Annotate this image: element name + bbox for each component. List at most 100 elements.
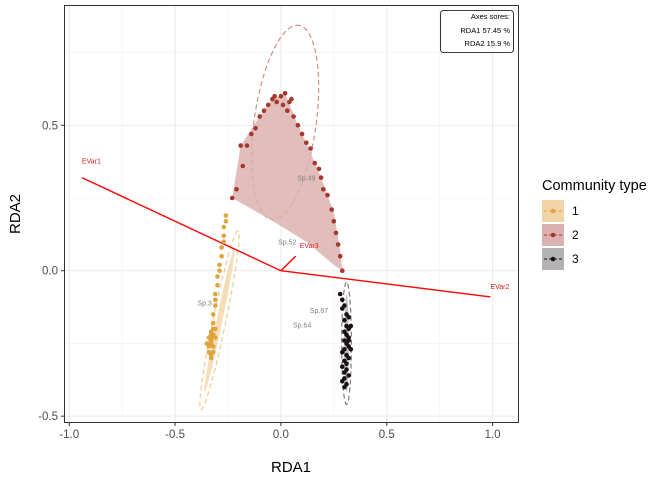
point-group-2: [329, 207, 335, 212]
point-group-3: [340, 306, 345, 311]
point-group-3: [340, 379, 345, 384]
env-vector-evar2: [280, 270, 491, 298]
points: [204, 91, 354, 390]
point-group-2: [304, 140, 309, 145]
legend-keys: 1 2 3: [542, 200, 579, 270]
x-axis-title: RDA1: [271, 459, 311, 476]
point-group-3: [348, 347, 354, 352]
legend-key-point: [550, 208, 556, 214]
point-group-2: [238, 143, 243, 148]
y-tick-label: 0.0: [42, 266, 58, 278]
annotation-box: [440, 10, 514, 53]
point-group-2: [295, 123, 301, 128]
point-group-2: [282, 91, 288, 96]
legend: Community type 1 2 3: [542, 178, 647, 270]
point-group-3: [342, 384, 347, 390]
point-group-1: [219, 253, 224, 259]
env-vector-evar3: [280, 255, 297, 272]
legend-title: Community type: [542, 178, 647, 194]
point-group-2: [265, 102, 271, 108]
point-group-1: [208, 329, 214, 335]
annotation-line-3: RDA2 15.9 %: [465, 39, 511, 48]
point-group-2: [331, 219, 337, 224]
point-group-1: [206, 335, 212, 340]
point-group-1: [223, 213, 229, 218]
point-group-2: [289, 96, 294, 102]
axes-scores-box: Axes sores: RDA1 57.45 % RDA2 15.9 %: [440, 10, 514, 53]
legend-label: 3: [572, 252, 579, 266]
point-group-1: [213, 326, 218, 332]
x-tick-label: -1.0: [59, 429, 79, 441]
point-group-3: [342, 370, 347, 375]
point-group-2: [274, 99, 280, 105]
point-group-3: [346, 355, 352, 361]
point-group-1: [215, 274, 220, 279]
point-group-2: [272, 93, 277, 99]
point-group-2: [280, 102, 286, 108]
axis-ticks: -1.0 -0.5 0.0 0.5 1.0-0.50.00.5: [38, 120, 500, 441]
legend-label: 2: [572, 228, 579, 242]
point-group-3: [346, 338, 352, 343]
point-group-1: [213, 303, 218, 308]
point-group-1: [204, 341, 210, 346]
point-group-2: [234, 187, 239, 192]
point-group-2: [257, 114, 263, 119]
point-group-2: [285, 108, 290, 113]
point-group-2: [308, 146, 313, 151]
point-group-2: [340, 268, 345, 274]
species-label: Sp.67: [310, 308, 328, 315]
ellipse-group-1: [199, 230, 240, 411]
point-group-1: [217, 262, 222, 268]
point-group-1: [221, 239, 227, 244]
env-vector-label: EVar1: [82, 159, 101, 166]
hull-group-2: [232, 93, 343, 271]
species-label: Sp.3: [198, 301, 213, 308]
annotation-line-2: RDA1 57.45 %: [460, 26, 510, 35]
panel-border: [64, 5, 519, 423]
env-vector-label: EVar3: [300, 243, 319, 250]
point-group-3: [340, 297, 345, 303]
x-tick-label: 0.0: [273, 429, 289, 441]
legend-label: 1: [572, 204, 579, 218]
point-group-2: [240, 163, 246, 169]
point-group-1: [221, 224, 227, 230]
point-group-2: [249, 131, 254, 137]
point-group-2: [333, 230, 339, 236]
point-group-1: [210, 320, 216, 326]
point-group-2: [312, 160, 318, 166]
y-axis-title: RDA2: [7, 194, 24, 234]
point-group-3: [346, 373, 352, 378]
env-vector-evar1: [81, 177, 282, 272]
point-group-1: [215, 283, 220, 288]
x-tick-label: 0.5: [379, 429, 395, 441]
x-tick-label: -0.5: [165, 429, 185, 441]
point-group-3: [340, 364, 345, 370]
point-group-2: [321, 187, 326, 192]
point-group-2: [318, 175, 324, 180]
legend-key-point: [550, 232, 556, 238]
point-group-2: [244, 143, 250, 148]
point-group-1: [217, 268, 222, 274]
env-vector-label: EVar2: [490, 284, 509, 291]
point-group-2: [316, 166, 322, 172]
point-group-1: [210, 344, 216, 349]
legend-key-point: [550, 256, 556, 262]
point-group-3: [340, 349, 345, 355]
point-group-2: [337, 253, 343, 259]
point-group-2: [261, 108, 267, 113]
species-label: Sp.64: [293, 322, 311, 329]
point-group-1: [210, 312, 216, 317]
point-group-2: [325, 192, 330, 198]
point-group-3: [337, 291, 343, 297]
species-label: Sp.49: [297, 176, 315, 183]
point-group-3: [348, 323, 354, 329]
point-group-1: [213, 297, 218, 303]
x-tick-label: 1.0: [485, 429, 501, 441]
point-group-2: [291, 114, 296, 119]
point-group-1: [213, 291, 218, 297]
point-group-3: [344, 361, 349, 367]
point-group-2: [299, 131, 305, 137]
ellipse-group-3: [341, 281, 352, 406]
point-group-1: [219, 245, 224, 250]
